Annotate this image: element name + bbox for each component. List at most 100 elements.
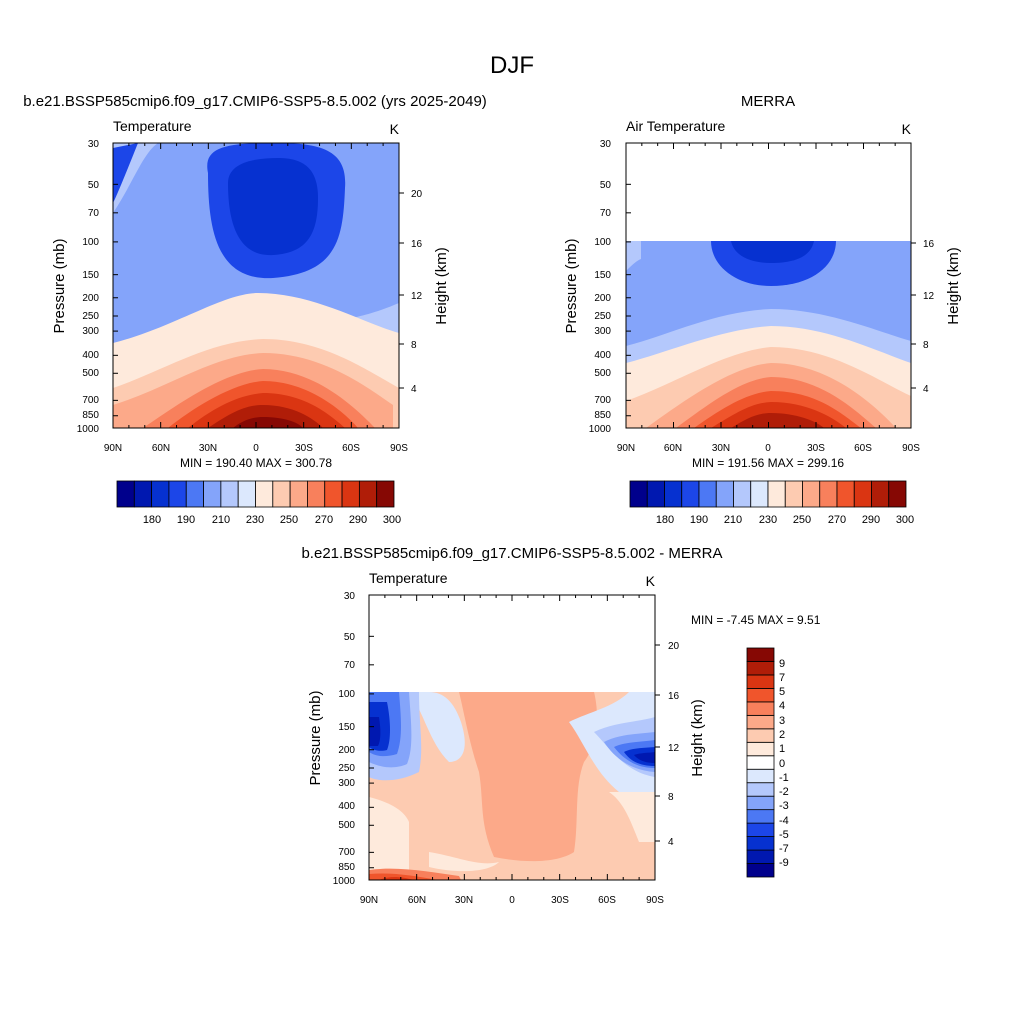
colorbar-swatch — [746, 674, 775, 689]
x-tick: 90N — [617, 443, 635, 454]
colorbar-swatch — [116, 480, 135, 508]
colorbar-swatch — [819, 480, 838, 508]
panel-diff-h-ticks: 20 16 12 8 4 — [668, 641, 680, 848]
cb-label: 250 — [793, 514, 811, 526]
h-tick: 12 — [411, 291, 423, 302]
cb-label: 4 — [779, 700, 785, 712]
panel-model: b.e21.BSSP585cmip6.f09_g17.CMIP6-SSP5-8.… — [23, 93, 487, 526]
p-tick: 30 — [600, 139, 612, 150]
cb-label: 7 — [779, 672, 785, 684]
panel-diff-ylabel: Pressure (mb) — [307, 690, 324, 785]
p-tick: 30 — [88, 139, 100, 150]
h-tick: 16 — [411, 239, 423, 250]
colorbar-swatch — [746, 755, 775, 770]
x-tick: 90N — [104, 443, 122, 454]
p-tick: 1000 — [333, 876, 356, 887]
cb-label: 230 — [759, 514, 777, 526]
p-tick: 700 — [82, 395, 99, 406]
colorbar-swatch — [133, 480, 153, 508]
colorbar-swatch — [733, 480, 752, 508]
cb-label: 190 — [690, 514, 708, 526]
axis-ticks — [368, 594, 660, 881]
h-tick: 12 — [668, 743, 680, 754]
p-tick: 700 — [594, 395, 611, 406]
cb-label: 290 — [862, 514, 880, 526]
p-tick: 150 — [338, 722, 355, 733]
panel-merra-colorbar-labels: 180 190 210 230 250 270 290 300 — [656, 514, 914, 526]
x-tick: 60N — [664, 443, 682, 454]
x-tick: 60N — [408, 895, 426, 906]
colorbar-swatch — [715, 480, 734, 508]
p-tick: 200 — [338, 745, 355, 756]
p-tick: 200 — [82, 293, 99, 304]
cb-label: 300 — [896, 514, 914, 526]
x-tick: 60S — [854, 443, 872, 454]
cb-label: -7 — [779, 843, 789, 855]
h-tick: 16 — [923, 239, 935, 250]
cb-label: -9 — [779, 857, 789, 869]
panel-diff-colorbar — [746, 647, 775, 878]
p-tick: 30 — [344, 591, 356, 602]
panel-merra-plot-area — [626, 241, 911, 428]
p-tick: 700 — [338, 847, 355, 858]
cb-label: -3 — [779, 800, 789, 812]
colorbar-swatch — [746, 863, 775, 878]
p-tick: 250 — [338, 763, 355, 774]
colorbar-swatch — [289, 480, 308, 508]
panel-diff: b.e21.BSSP585cmip6.f09_g17.CMIP6-SSP5-8.… — [301, 545, 820, 906]
colorbar-swatch — [746, 701, 775, 716]
p-tick: 850 — [82, 410, 99, 421]
x-tick: 30N — [455, 895, 473, 906]
colorbar-swatch — [746, 661, 775, 676]
colorbar-swatch — [185, 480, 204, 508]
p-tick: 400 — [594, 350, 611, 361]
x-tick: 90S — [902, 443, 920, 454]
panel-merra-h-ticks: 16 12 8 4 — [923, 239, 935, 395]
cb-label: 5 — [779, 686, 785, 698]
h-tick: 8 — [668, 792, 674, 803]
cb-label: 210 — [724, 514, 742, 526]
cb-label: 0 — [779, 758, 785, 770]
panel-diff-plot-area — [369, 692, 655, 880]
colorbar-swatch — [151, 480, 170, 508]
panel-merra: MERRA Air Temperature K Pressure (mb) He… — [563, 93, 962, 526]
x-tick: 30N — [199, 443, 217, 454]
x-tick: 30S — [807, 443, 825, 454]
colorbar-swatch — [629, 480, 648, 508]
panel-model-colorbar-labels: 180 190 210 230 250 270 290 300 — [143, 514, 401, 526]
colorbar-swatch — [746, 768, 775, 784]
colorbar-swatch — [203, 480, 222, 508]
cb-label: 2 — [779, 729, 785, 741]
p-tick: 500 — [594, 368, 611, 379]
cb-label: 9 — [779, 658, 785, 670]
h-tick: 16 — [668, 691, 680, 702]
cb-label: 290 — [349, 514, 367, 526]
panel-merra-ylabel-right: Height (km) — [945, 247, 962, 325]
x-tick: 90N — [360, 895, 378, 906]
panel-merra-units: K — [902, 121, 912, 137]
colorbar-swatch — [746, 809, 775, 824]
p-tick: 400 — [338, 801, 355, 812]
p-tick: 100 — [82, 237, 99, 248]
panel-model-h-ticks: 20 16 12 8 4 — [411, 189, 423, 395]
cb-label: -1 — [779, 772, 789, 784]
colorbar-swatch — [746, 741, 775, 757]
panel-diff-units: K — [646, 573, 656, 589]
colorbar-swatch — [746, 714, 775, 730]
p-tick: 70 — [600, 208, 612, 219]
p-tick: 500 — [338, 820, 355, 831]
colorbar-swatch — [341, 480, 360, 508]
colorbar-swatch — [168, 480, 187, 508]
cb-label: -4 — [779, 815, 789, 827]
cb-label: 250 — [280, 514, 298, 526]
x-tick: 60S — [342, 443, 360, 454]
panel-model-units: K — [390, 121, 400, 137]
p-tick: 300 — [594, 326, 611, 337]
colorbar-swatch — [784, 480, 803, 508]
colorbar-swatch — [853, 480, 872, 508]
colorbar-swatch — [698, 480, 717, 508]
p-tick: 50 — [88, 180, 100, 191]
p-tick: 300 — [338, 778, 355, 789]
colorbar-swatch — [664, 480, 683, 508]
panel-merra-title: MERRA — [741, 93, 795, 110]
